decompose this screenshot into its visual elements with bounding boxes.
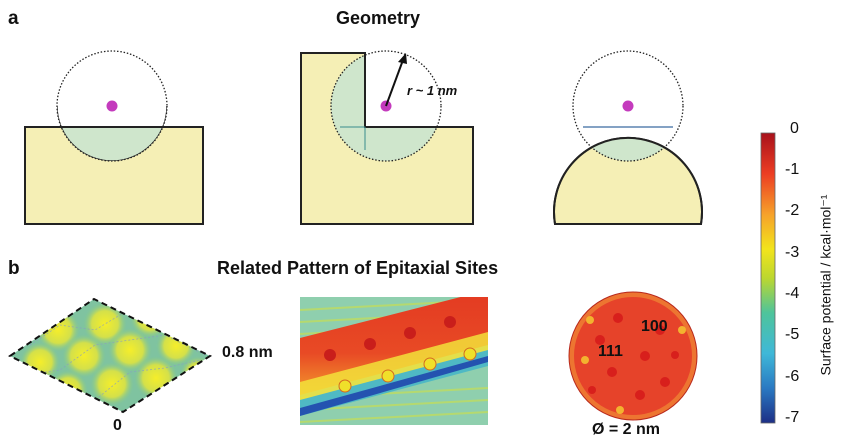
facet-111-label: 111	[598, 343, 623, 360]
panel-label-a: a	[8, 8, 19, 29]
adsorbate-sphere	[572, 50, 684, 162]
lattice-origin-label: 0	[113, 417, 122, 434]
colorbar	[760, 132, 776, 424]
colorbar-tick: -3	[785, 244, 800, 261]
panel-b-title: Related Pattern of Epitaxial Sites	[217, 258, 499, 278]
lattice-site	[20, 299, 210, 410]
colorbar-gradient	[760, 132, 776, 424]
colorbar-tick: -4	[785, 285, 800, 302]
radius-arrow	[385, 59, 404, 107]
step-surface-map	[300, 297, 488, 425]
colorbar-tick: -2	[785, 202, 800, 219]
atom-dot	[106, 100, 118, 112]
lattice-size-label: 0.8 nm	[222, 344, 273, 361]
atom-dot	[622, 100, 634, 112]
colorbar-tick: -6	[785, 368, 800, 385]
facet-100-label: 100	[641, 318, 668, 335]
radius-label: r ~ 1 nm	[407, 83, 458, 98]
diameter-label: Ø = 2 nm	[592, 421, 661, 438]
geometry-flat	[24, 50, 204, 225]
colorbar-tick: -5	[785, 326, 800, 343]
colorbar-tick: 0	[790, 120, 799, 137]
lattice-outline	[8, 297, 213, 414]
geometry-sphere	[553, 50, 703, 225]
epitaxial-lattice-map	[8, 297, 213, 414]
colorbar-label: Surface potential / kcal·mol⁻¹	[817, 194, 834, 376]
nanoparticle-surface-map	[568, 291, 698, 421]
panel-label-b: b	[8, 258, 20, 279]
adsorbate-sphere	[330, 50, 442, 162]
geometry-step	[300, 50, 474, 225]
panel-a-title: Geometry	[336, 8, 421, 28]
colorbar-tick: -7	[785, 409, 800, 426]
colorbar-tick: -1	[785, 161, 800, 178]
